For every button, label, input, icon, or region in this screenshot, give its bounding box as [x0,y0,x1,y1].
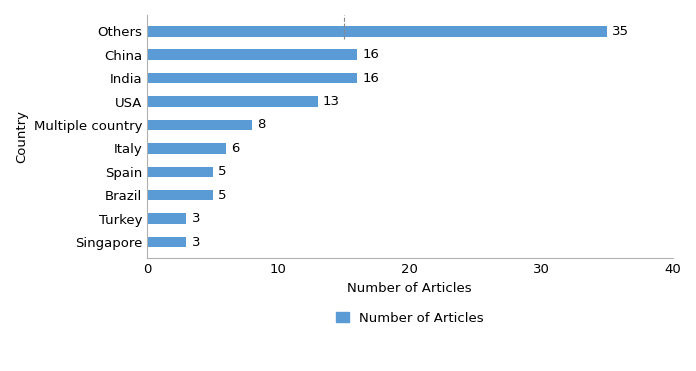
Bar [147,96,318,107]
Text: 3: 3 [191,212,200,225]
Bar [147,167,213,177]
X-axis label: Number of Articles: Number of Articles [347,282,472,295]
Y-axis label: Country: Country [15,110,28,163]
Bar [147,213,187,224]
Text: 5: 5 [218,189,226,202]
Bar [147,143,226,154]
Text: 5: 5 [218,165,226,178]
Bar [147,49,357,60]
Text: 6: 6 [231,142,239,155]
Text: 16: 16 [363,72,379,85]
Text: 13: 13 [323,95,340,108]
Text: 16: 16 [363,48,379,61]
Bar [147,190,213,200]
Bar [147,26,607,37]
Bar [147,73,357,83]
Legend: Number of Articles: Number of Articles [335,312,484,325]
Bar [147,237,187,247]
Text: 8: 8 [258,118,266,131]
Text: 3: 3 [191,236,200,249]
Text: 35: 35 [612,25,629,38]
Bar [147,120,252,130]
